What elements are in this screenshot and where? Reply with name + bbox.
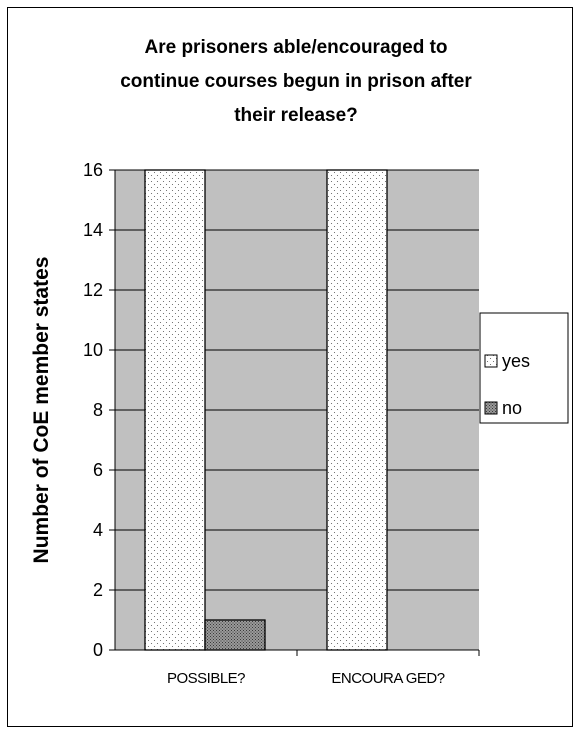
- y-tick-label: 8: [93, 400, 103, 420]
- category-labels: POSSIBLE? ENCOURA GED?: [167, 670, 445, 687]
- bars: [144, 169, 388, 651]
- legend-label-no: no: [502, 398, 522, 418]
- chart-title-line-1: Are prisoners able/encouraged to: [144, 37, 447, 58]
- bar-no-1: [204, 619, 266, 651]
- bar-yes-1: [144, 169, 206, 651]
- y-tick-label: 10: [83, 340, 103, 360]
- y-tick-label: 2: [93, 580, 103, 600]
- legend-swatch-no: [484, 401, 498, 415]
- x-category-label: ENCOURA GED?: [331, 670, 444, 687]
- chart-title: Are prisoners able/encouraged to continu…: [120, 37, 472, 126]
- legend: yes no: [479, 312, 569, 424]
- y-tick-label: 16: [83, 160, 103, 180]
- y-tick-label: 0: [93, 640, 103, 660]
- bar-yes-2: [326, 169, 388, 651]
- axes: [109, 169, 480, 656]
- y-tick-label: 6: [93, 460, 103, 480]
- y-tick-label: 14: [83, 220, 103, 240]
- y-tick-label: 4: [93, 520, 103, 540]
- y-tick-label: 12: [83, 280, 103, 300]
- legend-label-yes: yes: [502, 351, 530, 371]
- x-category-label: POSSIBLE?: [167, 670, 245, 687]
- chart-title-line-2: continue courses begun in prison after: [120, 71, 472, 92]
- chart-title-line-3: their release?: [234, 105, 358, 126]
- y-axis-label: Number of CoE member states: [30, 257, 53, 564]
- legend-swatch-yes: [484, 354, 498, 368]
- y-tick-labels: 0 2 4 6 8 10 12 14 16: [83, 160, 103, 660]
